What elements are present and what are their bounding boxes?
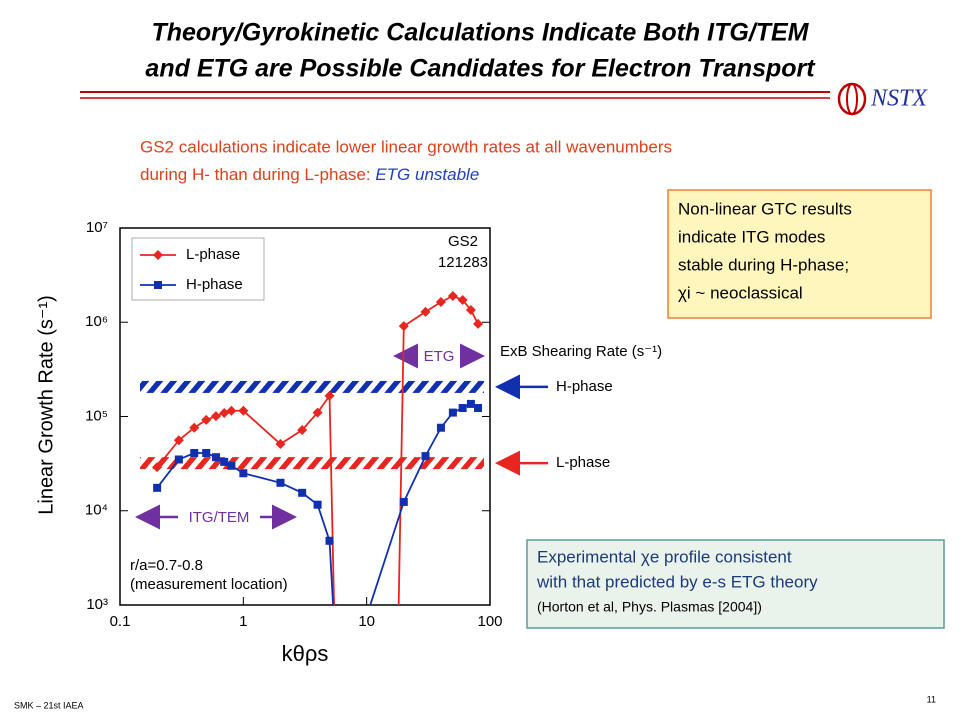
subtitle: GS2 calculations indicate lower linear g…	[140, 137, 672, 156]
data-point	[435, 297, 446, 308]
data-point	[398, 321, 409, 332]
data-point	[312, 407, 323, 418]
shear-band	[140, 457, 484, 470]
legend-marker	[153, 250, 163, 260]
itg-label: ITG/TEM	[189, 509, 250, 526]
radius-label: r/a=0.7-0.8	[130, 557, 203, 574]
title-line: Theory/Gyrokinetic Calculations Indicate…	[151, 19, 809, 47]
shear-label: L-phase	[556, 454, 610, 471]
logo: NSTX	[837, 82, 928, 116]
data-point	[226, 405, 237, 416]
legend-label: H-phase	[186, 276, 243, 293]
data-point	[239, 469, 248, 478]
data-point	[276, 478, 285, 487]
note-line: Non-linear GTC results	[678, 199, 852, 218]
data-point	[420, 306, 431, 317]
data-point	[448, 408, 457, 417]
shear-title: ExB Shearing Rate (s⁻¹)	[500, 343, 662, 360]
data-point	[190, 448, 199, 457]
location-label: (measurement location)	[130, 576, 288, 593]
logo-icon	[846, 83, 858, 115]
shear-label: H-phase	[556, 378, 613, 395]
note-line: Experimental χe profile consistent	[537, 547, 792, 566]
data-point	[324, 390, 335, 401]
data-point	[357, 629, 365, 637]
note-line: with that predicted by e-s ETG theory	[536, 572, 818, 591]
title-line: and ETG are Possible Candidates for Elec…	[145, 55, 816, 83]
data-point	[189, 422, 200, 433]
data-point	[313, 500, 322, 509]
y-tick-label: 10⁴	[85, 502, 108, 519]
footer-left: SMK – 21st IAEA	[14, 700, 84, 710]
note-line: indicate ITG modes	[678, 227, 825, 246]
subtitle-highlight: ETG unstable	[375, 165, 479, 184]
data-point	[202, 448, 211, 457]
y-tick-label: 10⁶	[85, 313, 108, 330]
data-point	[331, 629, 339, 637]
note-line: χi ~ neoclassical	[678, 283, 803, 302]
data-point	[220, 457, 229, 466]
data-point	[473, 318, 484, 329]
logo-text: NSTX	[870, 86, 928, 112]
label-bg	[178, 507, 260, 527]
label-bg	[418, 346, 460, 366]
data-point	[458, 404, 467, 413]
data-point	[465, 304, 476, 315]
data-point	[173, 435, 184, 446]
y-axis-title: Linear Growth Rate (s⁻¹)	[35, 295, 57, 515]
data-point	[466, 399, 475, 408]
data-point	[211, 453, 220, 462]
page-number: 11	[927, 694, 936, 704]
y-tick-label: 10³	[86, 596, 108, 613]
x-tick-label: 100	[477, 613, 502, 630]
data-point	[298, 488, 307, 497]
data-point	[330, 628, 340, 638]
y-tick-label: 10⁵	[85, 407, 108, 424]
data-point	[297, 424, 308, 435]
data-point	[153, 483, 162, 492]
data-point	[457, 295, 468, 306]
x-axis-title: kθρs	[282, 641, 329, 666]
legend-marker	[154, 281, 162, 289]
data-point	[436, 423, 445, 432]
note-box	[526, 539, 945, 629]
data-point	[238, 405, 249, 416]
legend-label: L-phase	[186, 246, 240, 263]
plot-data	[152, 290, 484, 638]
legend-box	[131, 237, 265, 301]
note-gtc: Non-linear GTC results indicate ITG modes…	[678, 199, 852, 302]
note-exp: Experimental χe profile consistent with t…	[536, 547, 818, 614]
shot-label: 121283	[438, 254, 488, 271]
x-tick-label: 0.1	[110, 613, 131, 630]
data-point	[174, 455, 183, 464]
note-line: (Horton et al, Phys. Plasmas [2004])	[537, 599, 762, 615]
data-point	[210, 411, 221, 422]
x-tick-label: 10	[358, 613, 375, 630]
note-box	[667, 189, 932, 319]
data-point	[393, 628, 403, 638]
logo-icon	[837, 82, 867, 116]
data-point	[399, 497, 408, 506]
x-tick-label: 1	[239, 613, 247, 630]
etg-label: ETG	[424, 348, 455, 365]
data-point	[474, 404, 483, 413]
note-line: stable during H-phase;	[678, 255, 849, 274]
y-tick-label: 10⁷	[86, 219, 108, 236]
subtitle: during H- than during L-phase: ETG unsta…	[140, 165, 479, 184]
data-point	[421, 452, 430, 461]
data-point	[275, 439, 286, 450]
code-label: GS2	[448, 233, 478, 250]
data-point	[447, 290, 458, 301]
data-point	[227, 461, 236, 470]
shear-band	[140, 380, 484, 393]
data-point	[325, 536, 334, 545]
data-point	[201, 414, 212, 425]
subtitle-text: during H- than during L-phase:	[140, 165, 371, 184]
data-point	[152, 462, 163, 473]
